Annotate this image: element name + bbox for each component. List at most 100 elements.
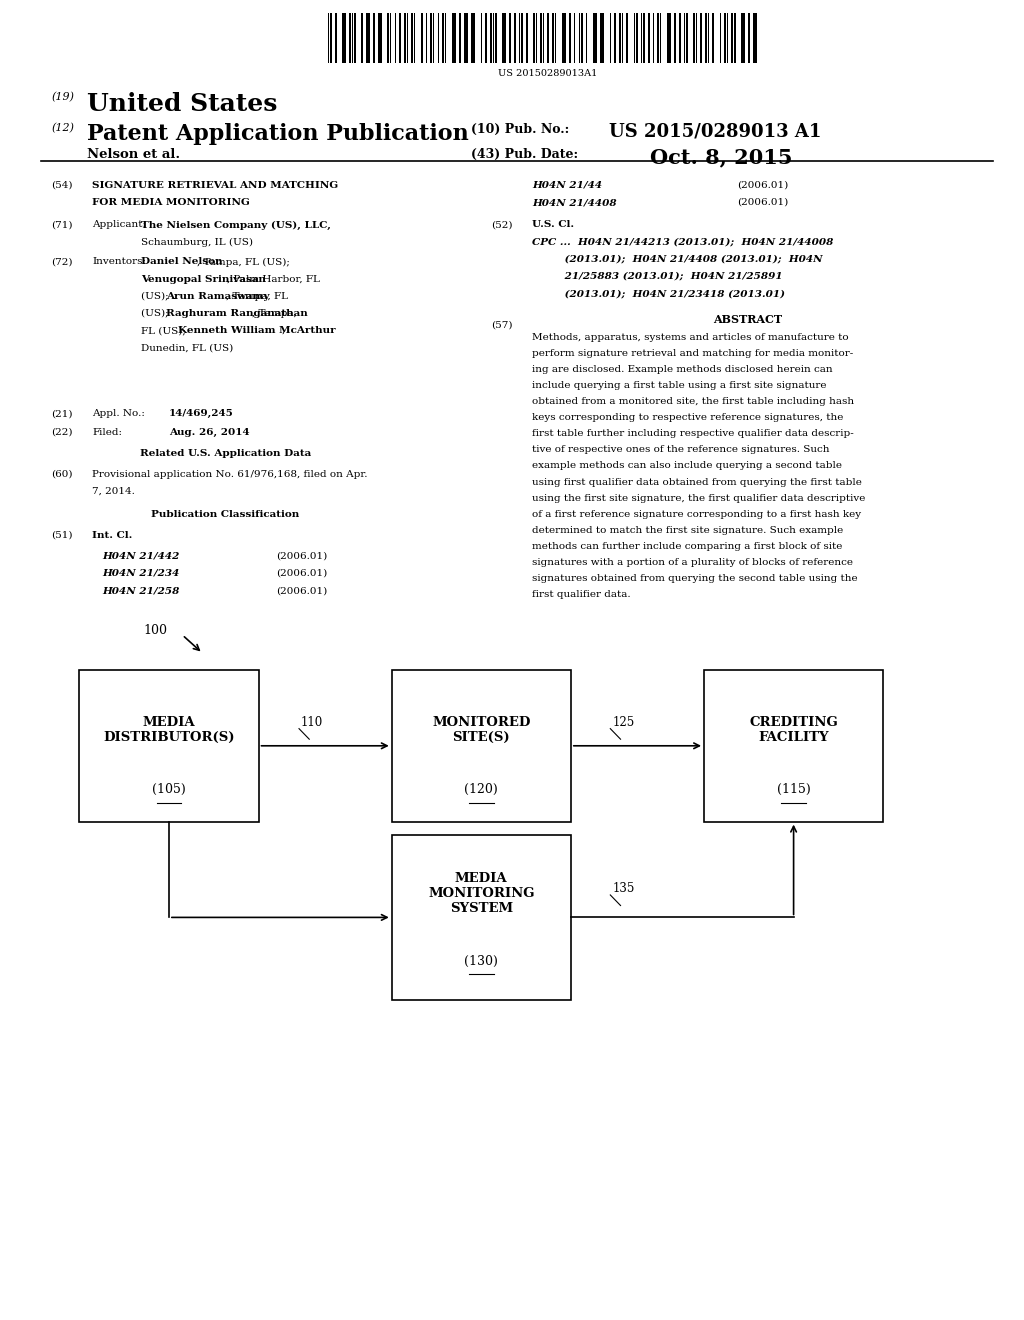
Bar (369, 13, 370, 63)
Bar (593, 13, 595, 63)
Bar (421, 13, 423, 63)
Text: (22): (22) (51, 428, 73, 437)
Text: keys corresponding to respective reference signatures, the: keys corresponding to respective referen… (532, 413, 844, 422)
Text: (2006.01): (2006.01) (276, 552, 328, 561)
Bar (734, 13, 735, 63)
Text: 14/469,245: 14/469,245 (169, 409, 233, 418)
Text: Aug. 26, 2014: Aug. 26, 2014 (169, 428, 250, 437)
Text: (72): (72) (51, 257, 73, 267)
Bar (579, 13, 581, 63)
Bar (543, 13, 545, 63)
Text: Publication Classification: Publication Classification (152, 510, 299, 519)
Text: Appl. No.:: Appl. No.: (92, 409, 145, 418)
Text: (105): (105) (153, 783, 185, 796)
Text: (US);: (US); (141, 292, 172, 301)
Bar (471, 13, 473, 63)
Bar (519, 13, 520, 63)
Bar (391, 836, 570, 1001)
Bar (455, 13, 456, 63)
Text: (71): (71) (51, 220, 73, 230)
Bar (636, 13, 638, 63)
Text: 125: 125 (612, 715, 635, 729)
Bar (609, 13, 611, 63)
Text: 100: 100 (143, 624, 167, 638)
Text: using the first site signature, the first qualifier data descriptive: using the first site signature, the firs… (532, 494, 866, 503)
Bar (573, 13, 575, 63)
Bar (534, 13, 535, 63)
Bar (555, 13, 556, 63)
Text: Inventors:: Inventors: (92, 257, 146, 267)
Bar (509, 13, 511, 63)
Bar (564, 13, 566, 63)
Bar (390, 13, 391, 63)
Text: first qualifier data.: first qualifier data. (532, 590, 631, 599)
Bar (614, 13, 616, 63)
Text: Related U.S. Application Data: Related U.S. Application Data (139, 449, 311, 458)
Text: ing are disclosed. Example methods disclosed herein can: ing are disclosed. Example methods discl… (532, 364, 834, 374)
Text: (52): (52) (492, 220, 513, 230)
Bar (464, 13, 466, 63)
Text: US 20150289013A1: US 20150289013A1 (498, 69, 598, 78)
Text: H04N 21/4408: H04N 21/4408 (532, 198, 617, 207)
Text: 135: 135 (612, 882, 635, 895)
Text: methods can further include comparing a first block of site: methods can further include comparing a … (532, 543, 843, 550)
Text: include querying a first table using a first site signature: include querying a first table using a f… (532, 381, 827, 389)
Text: example methods can also include querying a second table: example methods can also include queryin… (532, 462, 843, 470)
Text: , Tampa,: , Tampa, (252, 309, 297, 318)
Bar (399, 13, 401, 63)
Bar (366, 13, 368, 63)
Bar (679, 13, 681, 63)
Text: H04N 21/258: H04N 21/258 (102, 586, 180, 595)
Text: Schaumburg, IL (US): Schaumburg, IL (US) (141, 238, 253, 247)
Text: (2013.01);  H04N 21/23418 (2013.01): (2013.01); H04N 21/23418 (2013.01) (532, 289, 785, 298)
Bar (536, 13, 538, 63)
Text: Methods, apparatus, systems and articles of manufacture to: Methods, apparatus, systems and articles… (532, 333, 849, 342)
Text: , Palm Harbor, FL: , Palm Harbor, FL (227, 275, 321, 284)
Text: ,: , (282, 326, 285, 335)
Text: FL (US);: FL (US); (141, 326, 189, 335)
Bar (586, 13, 588, 63)
Text: , Tampa, FL (US);: , Tampa, FL (US); (198, 257, 290, 267)
Bar (569, 13, 570, 63)
Bar (459, 13, 461, 63)
Bar (634, 13, 635, 63)
Text: ABSTRACT: ABSTRACT (713, 314, 782, 325)
Text: Applicant:: Applicant: (92, 220, 146, 230)
Bar (473, 13, 475, 63)
Bar (652, 13, 654, 63)
Bar (485, 13, 487, 63)
Text: (US);: (US); (141, 309, 172, 318)
Text: CREDITING
FACILITY: CREDITING FACILITY (750, 715, 838, 744)
Bar (361, 13, 362, 63)
Text: Venugopal Srinivasan: Venugopal Srinivasan (141, 275, 266, 284)
Text: Int. Cl.: Int. Cl. (92, 531, 132, 540)
Text: U.S. Cl.: U.S. Cl. (532, 220, 574, 230)
Bar (378, 13, 380, 63)
Bar (335, 13, 337, 63)
Text: (115): (115) (777, 783, 810, 796)
Text: (2013.01);  H04N 21/4408 (2013.01);  H04N: (2013.01); H04N 21/4408 (2013.01); H04N (532, 255, 823, 264)
Text: (21): (21) (51, 409, 73, 418)
Bar (391, 671, 570, 821)
Bar (622, 13, 624, 63)
Bar (562, 13, 563, 63)
Bar (595, 13, 597, 63)
Text: 110: 110 (301, 715, 324, 729)
Text: determined to match the first site signature. Such example: determined to match the first site signa… (532, 525, 844, 535)
Bar (412, 13, 413, 63)
Text: Patent Application Publication: Patent Application Publication (87, 123, 469, 145)
Bar (414, 13, 416, 63)
Text: tive of respective ones of the reference signatures. Such: tive of respective ones of the reference… (532, 445, 830, 454)
Bar (407, 13, 409, 63)
Bar (502, 13, 504, 63)
Bar (695, 13, 697, 63)
Text: (2006.01): (2006.01) (737, 181, 788, 190)
Bar (490, 13, 492, 63)
Bar (620, 13, 621, 63)
Text: Provisional application No. 61/976,168, filed on Apr.: Provisional application No. 61/976,168, … (92, 470, 368, 479)
Bar (480, 13, 482, 63)
Text: Raghuram Ranganathan: Raghuram Ranganathan (166, 309, 307, 318)
Text: H04N 21/442: H04N 21/442 (102, 552, 180, 561)
Bar (380, 13, 382, 63)
Bar (387, 13, 389, 63)
